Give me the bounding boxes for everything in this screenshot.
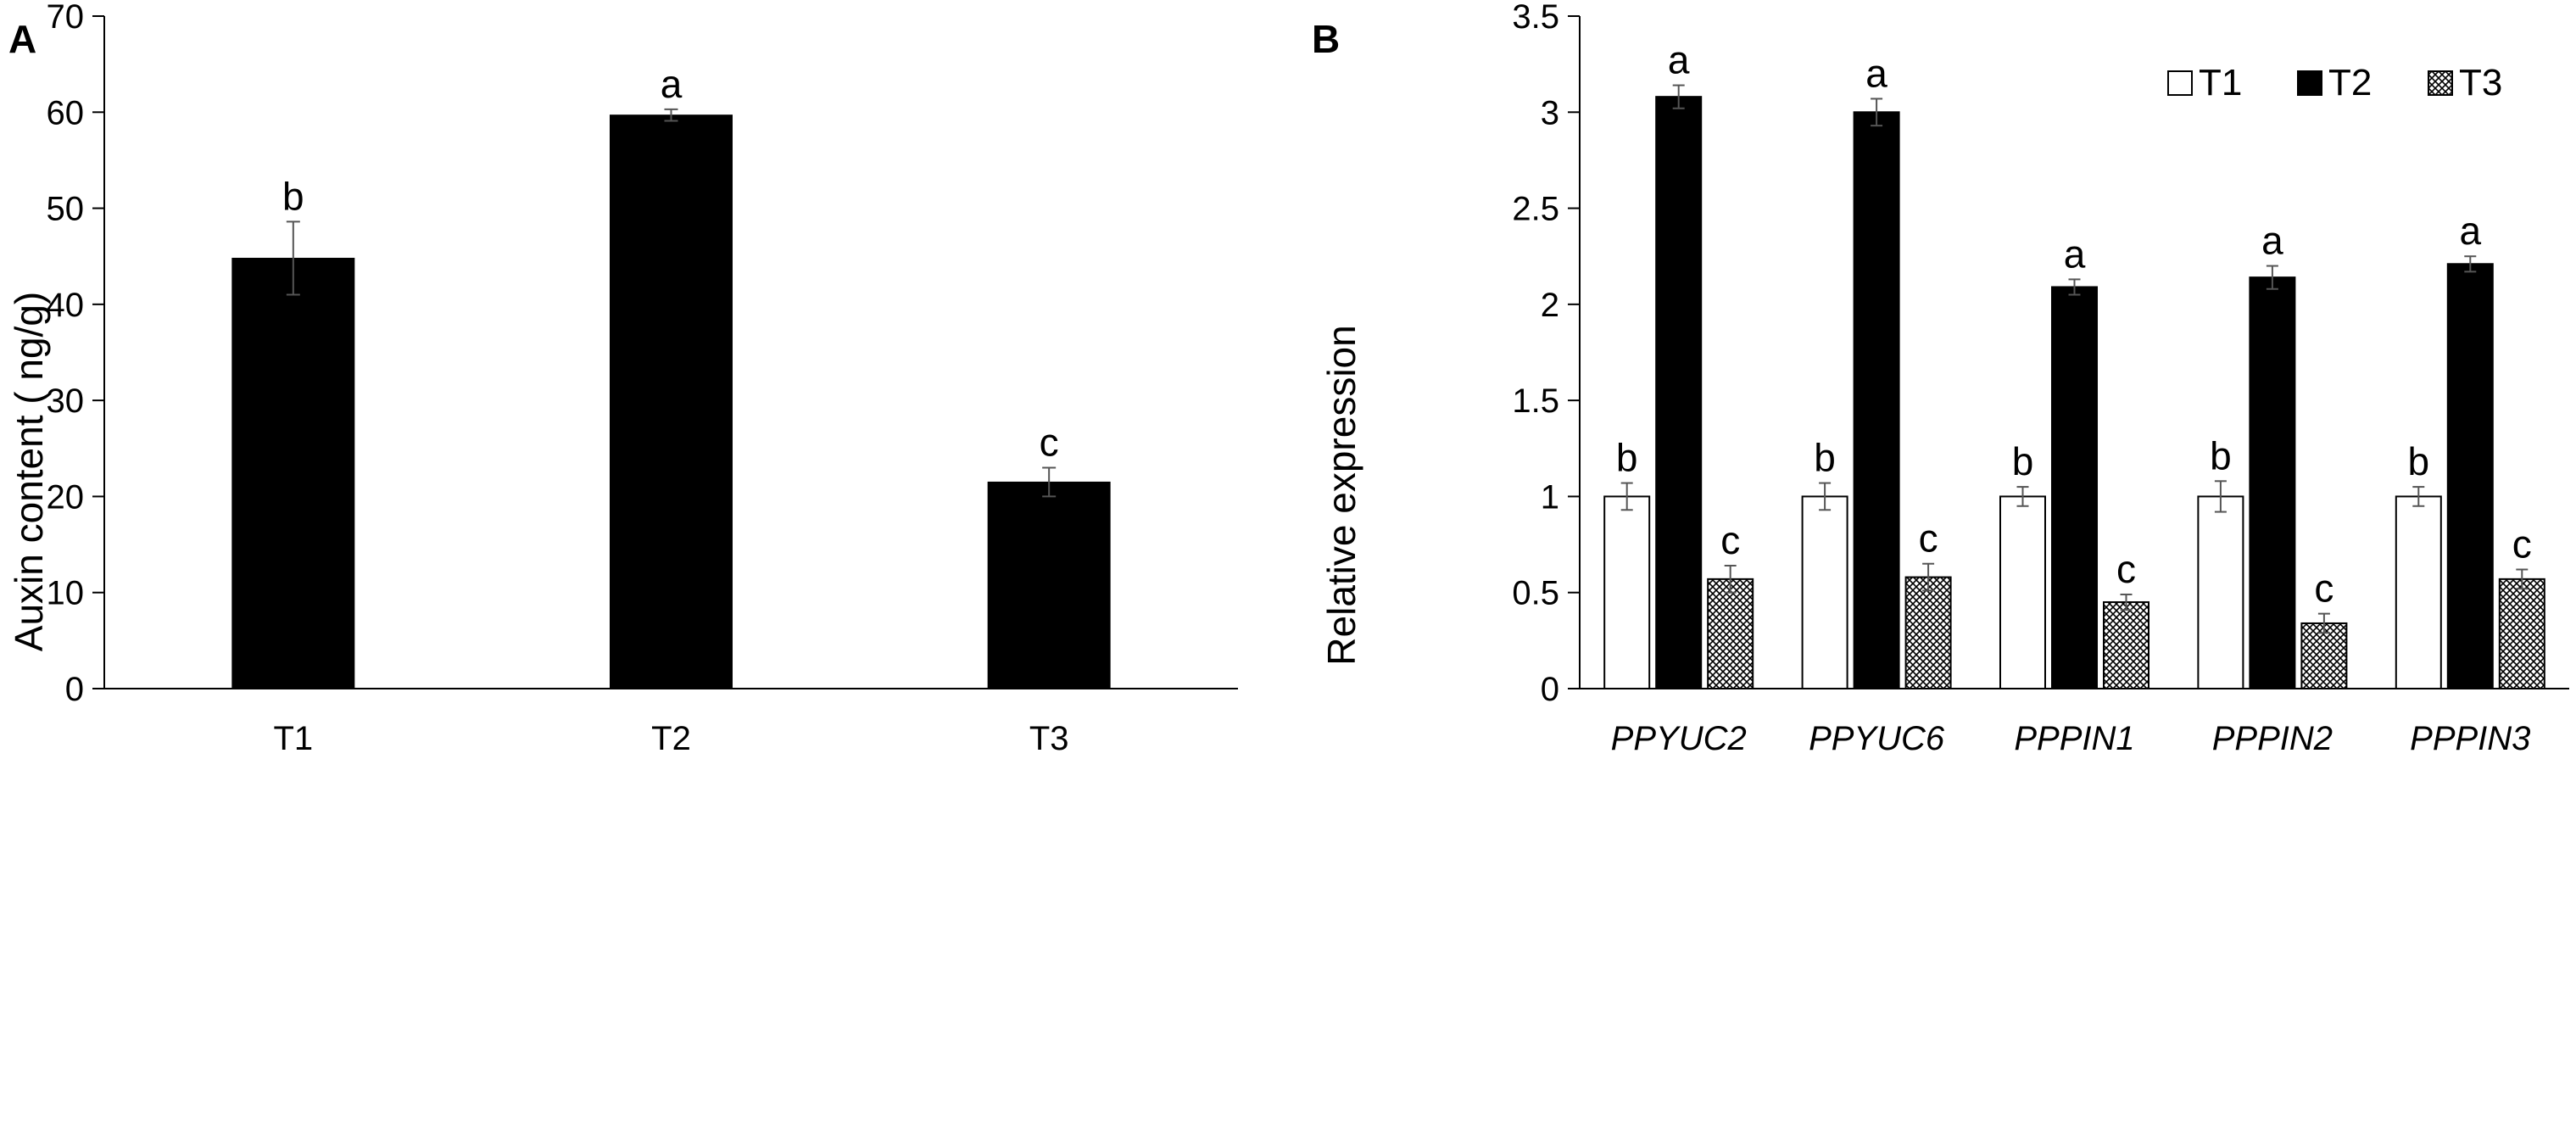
panel-b-legend-swatch <box>2297 70 2322 96</box>
panel-a-y-axis-title: Auxin content ( ng/g) <box>7 292 51 651</box>
panel-b-bar <box>1853 111 1900 690</box>
panel-a-bars: b a c <box>231 62 1111 689</box>
panel-a-y-tick-label: 60 <box>47 94 85 131</box>
panel-b-significance-letter: c <box>2314 566 2333 611</box>
panel-a-y-tick-label: 70 <box>47 0 85 36</box>
panel-b-bars: b a c b a c b a c b a c b a c <box>1603 38 2545 690</box>
panel-b-y-tick-label: 3.5 <box>1512 0 1559 36</box>
panel-b-significance-letter: c <box>2512 522 2532 566</box>
panel-b-significance-letter: a <box>1865 51 1887 95</box>
panel-b-bar <box>2103 601 2149 689</box>
panel-b-y-axis-title: Relative expression <box>1319 325 1363 665</box>
panel-a-y-tick-label: 40 <box>47 287 85 324</box>
panel-a-axes <box>103 16 1238 689</box>
panel-b-legend: T1 T2 T3 <box>2167 62 2502 103</box>
panel-b-chart: B Relative expression 0 0.5 1 1.5 2 2.5 3 3.5 b… <box>1312 0 2569 757</box>
panel-a-x-tick-label: T2 <box>651 720 691 757</box>
panel-b-y-tick-label: 2 <box>1541 287 1559 324</box>
panel-a-y-tick-label: 20 <box>47 478 85 516</box>
panel-a-letter: A <box>8 17 36 61</box>
panel-a-chart: A Auxin content ( ng/g) 010203040506070 … <box>7 0 1238 757</box>
panel-b-x-tick-label: PPPIN2 <box>2212 720 2333 757</box>
panel-a-x-ticks: T1 T2 T3 <box>273 720 1068 757</box>
panel-a-bar <box>610 114 733 689</box>
panel-b-bar <box>2051 286 2098 689</box>
panel-b-legend-swatch <box>2428 70 2453 96</box>
panel-b-significance-letter: c <box>1919 516 1938 561</box>
panel-b-axes <box>1579 16 2569 689</box>
panel-b-legend-label: T2 <box>2328 62 2372 103</box>
panel-a-bar <box>231 257 355 689</box>
panel-b-bar <box>1655 96 1703 690</box>
panel-b-y-tick-label: 0 <box>1541 671 1559 708</box>
panel-b-y-tick-label: 1 <box>1541 478 1559 516</box>
panel-b-significance-letter: b <box>1814 436 1836 480</box>
panel-a-y-ticks: 0 10 20 30 40 50 60 70 <box>47 0 104 708</box>
panel-b-y-tick-label: 1.5 <box>1512 382 1559 420</box>
panel-a-y-tick-label: 30 <box>47 382 85 420</box>
panel-b-legend-label: T1 <box>2199 62 2242 103</box>
panel-b-significance-letter: b <box>2210 433 2232 477</box>
panel-a-significance-letter: c <box>1040 420 1059 464</box>
panel-b-significance-letter: b <box>2408 439 2430 483</box>
panel-b-bar <box>1603 495 1651 690</box>
panel-a-x-tick-label: T1 <box>273 720 313 757</box>
panel-a-significance-letter: b <box>282 174 304 218</box>
panel-b-bar <box>1801 495 1848 690</box>
panel-b-bar <box>1999 495 2046 690</box>
panel-b-y-tick-label: 2.5 <box>1512 191 1559 228</box>
panel-a-y-tick-label: 0 <box>65 671 84 708</box>
panel-b-legend-swatch <box>2167 70 2193 96</box>
panel-b-x-tick-label: PPPIN3 <box>2410 720 2530 757</box>
panel-a-significance-letter: a <box>661 62 683 106</box>
panel-b-significance-letter: b <box>2012 439 2034 483</box>
panel-a-y-tick-label: 10 <box>47 575 85 612</box>
panel-b-bar <box>2249 276 2296 689</box>
panel-b-letter: B <box>1312 17 1340 61</box>
panel-a-x-tick-label: T3 <box>1029 720 1069 757</box>
panel-b-x-tick-label: PPPIN1 <box>2014 720 2134 757</box>
panel-b-x-tick-label: PPYUC6 <box>1809 720 1945 757</box>
panel-a-bar <box>987 481 1111 689</box>
panel-b-significance-letter: a <box>2064 232 2086 276</box>
panel-b-bar <box>1707 578 1754 690</box>
panel-b-significance-letter: a <box>2261 219 2283 263</box>
panel-b-x-ticks: PPYUC2 PPYUC6 PPPIN1 PPPIN2 PPPIN3 <box>1611 720 2531 757</box>
panel-a-y-tick-label: 50 <box>47 191 85 228</box>
panel-b-bar <box>1904 576 1952 689</box>
panel-b-significance-letter: c <box>1720 518 1740 562</box>
panel-b-significance-letter: c <box>2116 547 2136 591</box>
panel-b-significance-letter: a <box>2460 209 2482 253</box>
panel-b-legend-label: T3 <box>2459 62 2502 103</box>
panel-b-bar <box>2446 263 2494 689</box>
panel-b-y-tick-label: 3 <box>1541 94 1559 131</box>
panel-b-bar <box>2498 578 2545 690</box>
panel-b-y-tick-label: 0.5 <box>1512 575 1559 612</box>
panel-b-y-ticks: 0 0.5 1 1.5 2 2.5 3 3.5 <box>1512 0 1580 708</box>
panel-b-bar <box>2395 495 2442 690</box>
panel-b-significance-letter: a <box>1668 38 1690 82</box>
panel-b-x-tick-label: PPYUC2 <box>1611 720 1747 757</box>
panel-b-significance-letter: b <box>1616 436 1638 480</box>
panel-b-bar <box>2197 495 2244 690</box>
